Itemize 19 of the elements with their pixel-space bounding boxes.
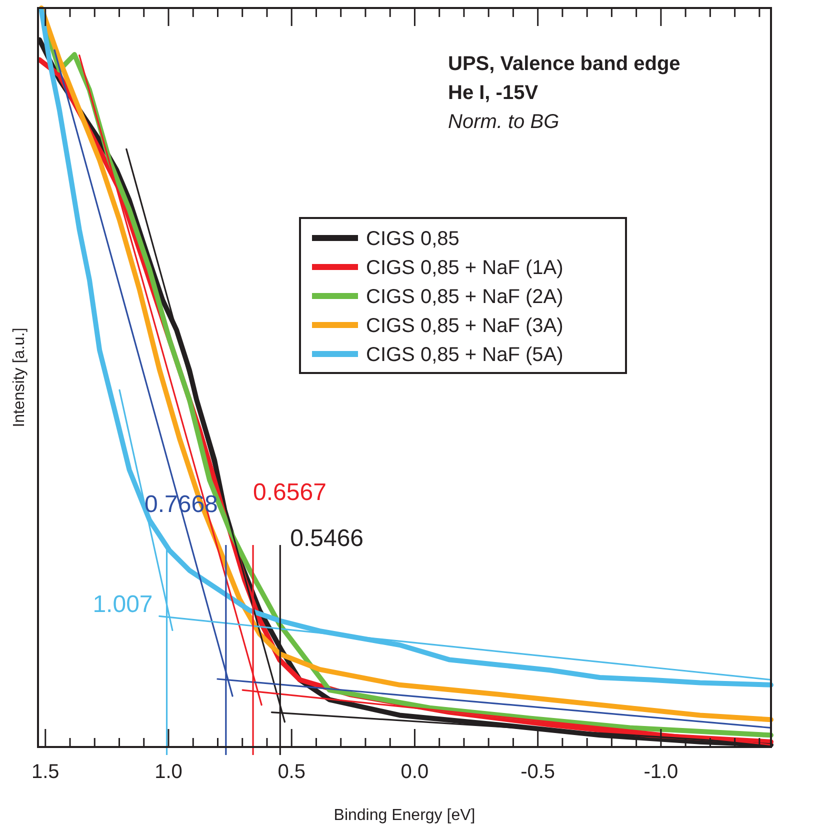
annotation: Norm. to BG [448, 111, 560, 133]
x-tick-label: 0.5 [278, 761, 306, 783]
legend-label: CIGS 0,85 + NaF (1A) [366, 257, 564, 279]
text: UPS, Valence band edge [448, 53, 680, 75]
x-tick-label: -1.0 [644, 761, 678, 783]
text: He I, -15V [448, 82, 539, 104]
x-tick-label: 0.0 [400, 761, 429, 783]
legend-label: CIGS 0,85 + NaF (3A) [366, 315, 564, 337]
x-tick-label: 1.5 [31, 761, 60, 783]
legend-label: CIGS 0,85 [366, 228, 460, 250]
ref-line-label: 0.5466 [290, 525, 364, 552]
ref-line-label: 0.6567 [253, 479, 326, 506]
x-axis-title: Binding Energy [eV] [334, 807, 476, 824]
x-tick-label: 1.0 [154, 761, 182, 783]
legend-label: CIGS 0,85 + NaF (2A) [366, 286, 564, 308]
x-tick-label: -0.5 [520, 761, 556, 783]
legend-label: CIGS 0,85 + NaF (5A) [366, 344, 564, 366]
ref-line-label: 1.007 [92, 591, 153, 618]
y-axis-title: Intensity [a.u.] [11, 328, 28, 428]
